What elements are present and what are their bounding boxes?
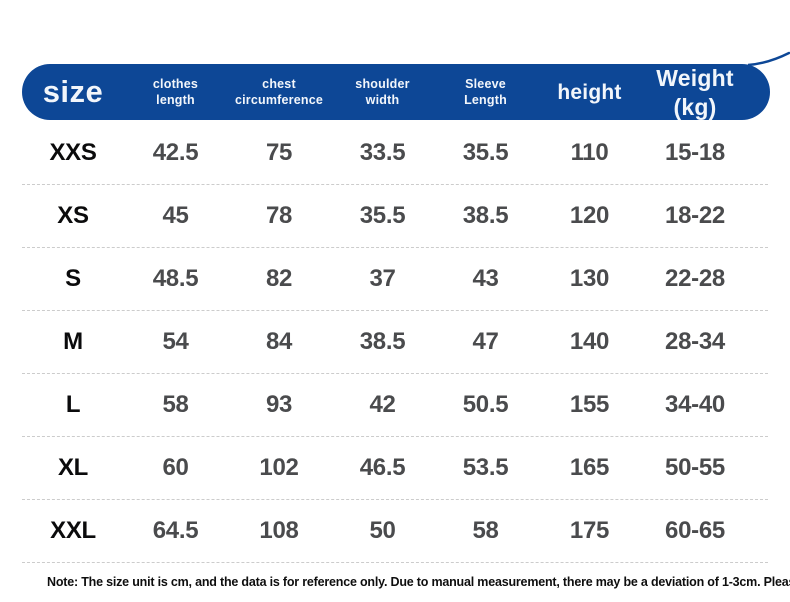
chest-circumference-value: 84 — [265, 328, 293, 355]
shoulder-width-value: 46.5 — [359, 454, 406, 481]
measurement-note: Note: The size unit is cm, and the data … — [47, 575, 790, 589]
sleeve-length-value: 47 — [472, 328, 499, 355]
header-col-weight: Weight (kg) — [656, 65, 734, 120]
header-col-shoulder-width: shoulder width — [355, 77, 410, 107]
size-label: L — [65, 391, 81, 418]
shoulder-width-value: 35.5 — [359, 202, 406, 229]
clothes-length-value: 42.5 — [152, 139, 199, 166]
chest-circumference-value: 108 — [259, 517, 299, 544]
size-label: S — [65, 265, 81, 292]
size-label: XXL — [50, 517, 96, 544]
sleeve-length-value: 35.5 — [462, 139, 509, 166]
weight-value: 18-22 — [665, 202, 725, 229]
header-col-sleeve-length: Sleeve Length — [464, 77, 507, 107]
header-col-height: height — [557, 80, 622, 104]
weight-value: 22-28 — [665, 265, 725, 292]
weight-value: 15-18 — [665, 139, 725, 166]
height-value: 140 — [569, 328, 610, 355]
table-row-l: L 58 93 42 50.5 155 34-40 — [22, 374, 768, 437]
table-row-xl: XL 60 102 46.5 53.5 165 50-55 — [22, 437, 768, 500]
height-value: 175 — [569, 517, 610, 544]
sleeve-length-value: 58 — [472, 517, 499, 544]
weight-value: 50-55 — [665, 454, 725, 481]
height-value: 165 — [569, 454, 610, 481]
clothes-length-value: 45 — [162, 202, 189, 229]
size-table: XXS 42.5 75 33.5 35.5 110 15-18 XS 45 78… — [22, 122, 768, 563]
height-value: 120 — [569, 202, 610, 229]
weight-value: 60-65 — [665, 517, 725, 544]
clothes-length-value: 64.5 — [152, 517, 199, 544]
shoulder-width-value: 50 — [369, 517, 396, 544]
clothes-length-value: 48.5 — [152, 265, 199, 292]
shoulder-width-value: 37 — [369, 265, 396, 292]
clothes-length-value: 58 — [162, 391, 189, 418]
size-label: XS — [57, 202, 89, 229]
header-col-clothes-length: clothes length — [152, 77, 199, 107]
chest-circumference-value: 102 — [259, 454, 299, 481]
table-row-m: M 54 84 38.5 47 140 28-34 — [22, 311, 768, 374]
size-chart-header: size clothes length chest circumference … — [22, 64, 770, 120]
header-col-chest-circumference: chest circumference — [234, 77, 324, 107]
clothes-length-value: 60 — [162, 454, 189, 481]
weight-value: 28-34 — [665, 328, 725, 355]
header-tail-swoosh-icon — [748, 51, 790, 67]
sleeve-length-value: 43 — [472, 265, 499, 292]
table-row-xxl: XXL 64.5 108 50 58 175 60-65 — [22, 500, 768, 563]
size-label: M — [63, 328, 83, 355]
chest-circumference-value: 93 — [265, 391, 293, 418]
size-label: XXS — [49, 139, 97, 166]
chest-circumference-value: 82 — [265, 265, 293, 292]
sleeve-length-value: 38.5 — [462, 202, 509, 229]
shoulder-width-value: 33.5 — [359, 139, 406, 166]
height-value: 130 — [569, 265, 610, 292]
height-value: 110 — [570, 139, 609, 166]
clothes-length-value: 54 — [162, 328, 189, 355]
height-value: 155 — [569, 391, 610, 418]
header-col-size: size — [42, 74, 104, 110]
table-row-xs: XS 45 78 35.5 38.5 120 18-22 — [22, 185, 768, 248]
sleeve-length-value: 50.5 — [462, 391, 509, 418]
table-row-xxs: XXS 42.5 75 33.5 35.5 110 15-18 — [22, 122, 768, 185]
shoulder-width-value: 42 — [369, 391, 396, 418]
sleeve-length-value: 53.5 — [462, 454, 509, 481]
table-row-s: S 48.5 82 37 43 130 22-28 — [22, 248, 768, 311]
shoulder-width-value: 38.5 — [359, 328, 406, 355]
chest-circumference-value: 75 — [265, 139, 293, 166]
weight-value: 34-40 — [665, 391, 725, 418]
chest-circumference-value: 78 — [265, 202, 293, 229]
size-label: XL — [57, 454, 89, 481]
